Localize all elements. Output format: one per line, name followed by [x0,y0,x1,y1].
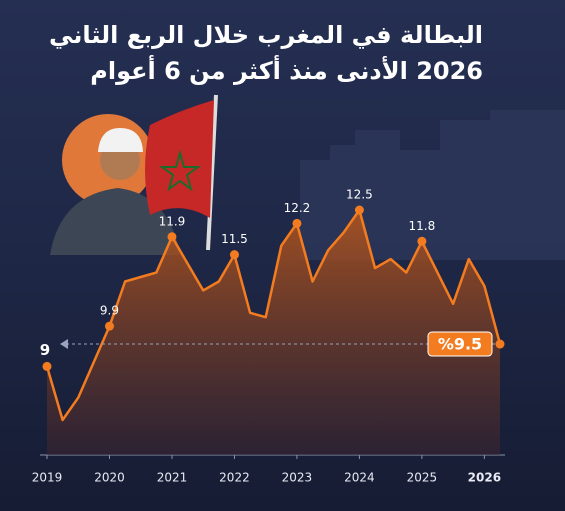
title-line-1: البطالة في المغرب خلال الربع الثاني [49,21,483,49]
value-badge [427,331,493,357]
flag [145,100,214,218]
x-tick-label: 2022 [219,471,250,485]
x-tick-label: 2020 [94,471,125,485]
title-line-2: 2026 الأدنى منذ أكثر من 6 أعوام [90,57,483,85]
reference-arrow [60,339,68,350]
value-label: 11.8 [409,219,436,233]
point [167,232,177,242]
value-label: 12.2 [284,201,311,215]
x-tick-label: 2023 [282,471,313,485]
x-tick-label: 2019 [32,471,63,485]
value-label: 9.9 [100,304,119,318]
value-label: 12.5 [346,188,373,202]
value-label: 11.9 [159,214,186,228]
x-tick-label: 2025 [407,471,438,485]
kasbah-buildings [300,110,565,260]
point [292,218,302,228]
x-tick-label: 2026 [468,471,501,485]
point [42,361,52,371]
value-label: %9.5 [438,335,482,354]
point [417,236,427,246]
area [47,210,500,455]
point [229,250,239,260]
line [45,208,502,422]
point [495,339,505,349]
x-tick-label: 2021 [157,471,188,485]
point [104,321,114,331]
point [354,205,364,215]
flag-star [158,149,202,192]
flag-pole [206,94,218,251]
x-tick-label: 2024 [344,471,375,485]
value-label: 11.5 [221,232,248,246]
worker [50,128,180,255]
value-label: 9 [40,341,50,359]
